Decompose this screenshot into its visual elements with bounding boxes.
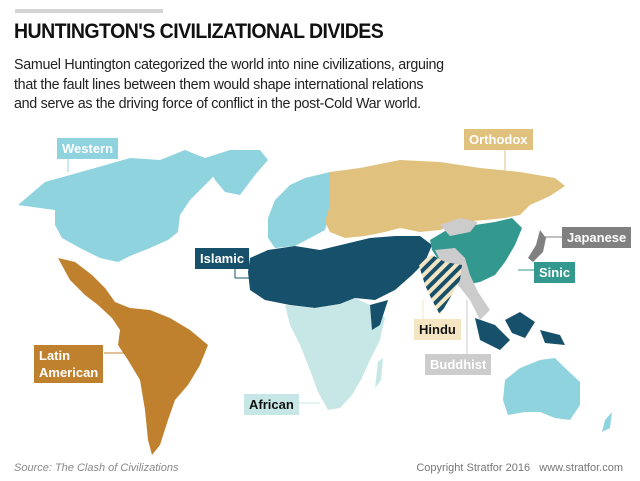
label-sinic: Sinic	[534, 262, 576, 283]
region-latin-america	[58, 258, 208, 455]
label-african: African	[244, 394, 299, 415]
source-note: Source: The Clash of Civilizations	[14, 462, 179, 474]
region-islamic-mena	[248, 236, 432, 308]
label-buddhist: Buddhist	[425, 354, 492, 375]
region-african-madagascar	[375, 358, 383, 388]
page-subtitle: Samuel Huntington categorized the world …	[14, 56, 634, 115]
label-hindu: Hindu	[414, 319, 461, 340]
copyright-note: Copyright Stratfor 2016 www.stratfor.com	[416, 462, 623, 474]
subtitle-line: and serve as the driving force of confli…	[14, 96, 421, 112]
label-orthodox: Orthodox	[464, 129, 533, 150]
region-western-greenland	[205, 150, 268, 195]
label-latin-american: Latin American	[34, 345, 104, 383]
region-orthodox	[325, 160, 565, 238]
page-title: HUNTINGTON'S CIVILIZATIONAL DIVIDES	[14, 20, 384, 43]
label-latin-line2: American	[39, 365, 99, 380]
region-african	[285, 298, 385, 410]
region-western-australia	[503, 358, 580, 420]
region-japanese	[528, 230, 546, 262]
subtitle-line: that the fault lines between them would …	[14, 76, 424, 93]
header-accent-bar	[15, 9, 163, 13]
region-islamic-indonesia	[475, 312, 565, 350]
region-western-europe	[268, 172, 332, 248]
region-western-nz	[602, 412, 612, 432]
subtitle-line: Samuel Huntington categorized the world …	[14, 57, 444, 73]
label-japanese: Japanese	[562, 227, 632, 248]
region-islamic-horn	[370, 300, 388, 330]
label-latin-line1: Latin	[39, 348, 71, 363]
region-hindu	[418, 255, 462, 315]
region-buddhist-mongolia	[440, 218, 478, 236]
region-western-north-america	[18, 150, 225, 262]
label-western: Western	[57, 138, 119, 159]
label-islamic: Islamic	[195, 248, 250, 269]
